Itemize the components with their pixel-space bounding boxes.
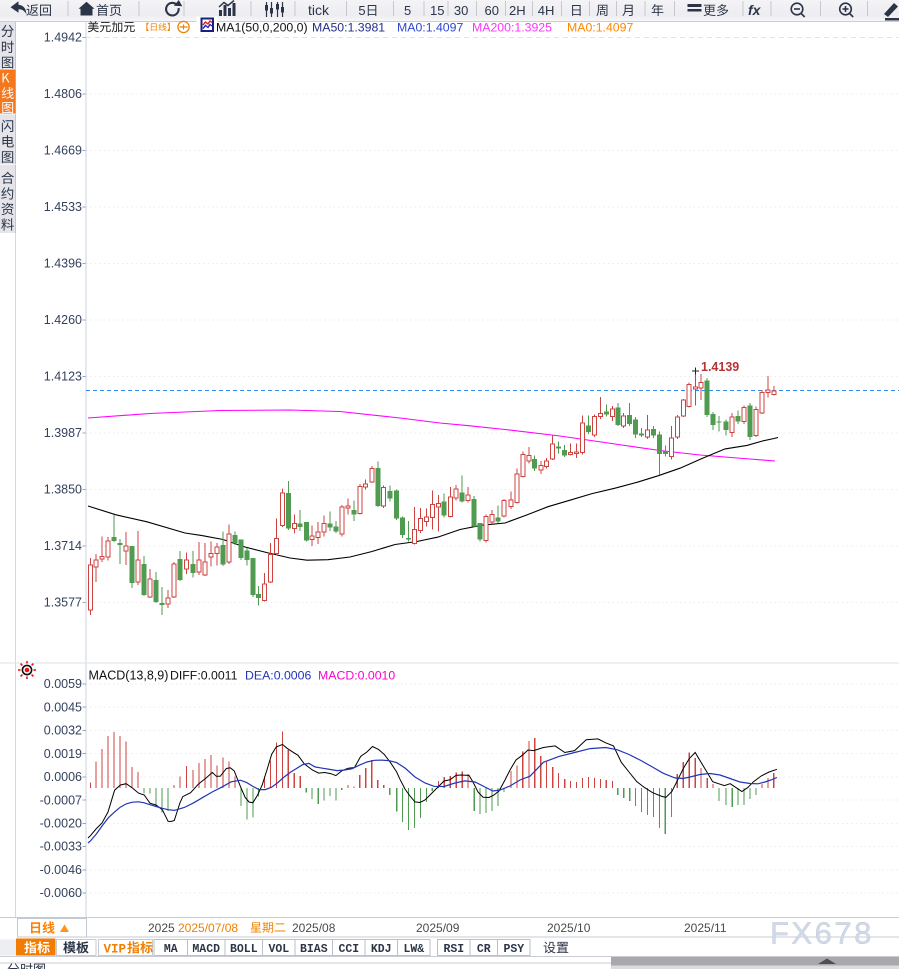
svg-text:DEA:0.0006: DEA:0.0006 — [245, 669, 311, 683]
svg-text:1.4669: 1.4669 — [44, 144, 82, 158]
svg-text:5: 5 — [404, 3, 411, 18]
svg-text:0.0019: 0.0019 — [44, 747, 82, 761]
svg-text:0.0006: 0.0006 — [44, 770, 82, 784]
svg-text:0.0059: 0.0059 — [44, 677, 82, 691]
svg-text:15: 15 — [430, 3, 444, 18]
svg-text:1.4396: 1.4396 — [44, 257, 82, 271]
svg-text:2025/09: 2025/09 — [416, 921, 460, 935]
svg-text:tick: tick — [308, 2, 330, 18]
svg-text:2025/10: 2025/10 — [547, 921, 591, 935]
svg-text:MA: MA — [164, 943, 178, 956]
svg-text:1.4806: 1.4806 — [44, 87, 82, 101]
svg-text:-0.0007: -0.0007 — [40, 793, 82, 807]
svg-text:1.4139: 1.4139 — [701, 360, 739, 374]
svg-text:BOLL: BOLL — [230, 943, 258, 956]
svg-text:MACD(13,8,9): MACD(13,8,9) — [89, 669, 169, 683]
svg-text:-0.0060: -0.0060 — [40, 886, 82, 900]
svg-text:RSI: RSI — [443, 943, 464, 956]
svg-text:0.0032: 0.0032 — [44, 724, 82, 738]
svg-text:5: 5 — [358, 3, 365, 18]
svg-text:KDJ: KDJ — [371, 943, 392, 956]
svg-text:2025/08: 2025/08 — [292, 921, 336, 935]
svg-text:FX678: FX678 — [770, 916, 874, 951]
svg-text:1.4260: 1.4260 — [44, 313, 82, 327]
svg-text:-0.0046: -0.0046 — [40, 863, 82, 877]
svg-text:1.4123: 1.4123 — [44, 370, 82, 384]
svg-text:MA0:1.4097: MA0:1.4097 — [567, 20, 633, 34]
svg-text:1.4533: 1.4533 — [44, 200, 82, 214]
svg-text:-0.0033: -0.0033 — [40, 840, 82, 854]
svg-text:MA200:1.3925: MA200:1.3925 — [472, 20, 552, 34]
svg-text:-0.0020: -0.0020 — [40, 817, 82, 831]
svg-text:MACD: MACD — [192, 943, 220, 956]
svg-text:2H: 2H — [509, 3, 526, 18]
svg-text:2025: 2025 — [148, 921, 175, 935]
svg-text:1.3850: 1.3850 — [44, 483, 82, 497]
svg-text:1.4942: 1.4942 — [44, 31, 82, 45]
svg-text:BIAS: BIAS — [300, 943, 328, 956]
svg-text:MA50:1.3981: MA50:1.3981 — [312, 20, 385, 34]
svg-text:30: 30 — [454, 3, 468, 18]
svg-text:4H: 4H — [538, 3, 555, 18]
svg-text:PSY: PSY — [503, 943, 524, 956]
svg-text:LW&: LW& — [403, 943, 424, 956]
svg-text:MA0:1.4097: MA0:1.4097 — [397, 20, 463, 34]
svg-text:1.3577: 1.3577 — [44, 596, 82, 610]
svg-text:fx: fx — [748, 2, 762, 18]
svg-text:60: 60 — [485, 3, 499, 18]
svg-text:VOL: VOL — [268, 943, 289, 956]
svg-text:2025/07/08: 2025/07/08 — [178, 921, 238, 935]
svg-text:DIFF:0.0011: DIFF:0.0011 — [170, 669, 238, 683]
svg-text:CR: CR — [477, 943, 491, 956]
svg-text:0.0045: 0.0045 — [44, 700, 82, 714]
svg-text:MACD:0.0010: MACD:0.0010 — [318, 669, 395, 683]
svg-text:1.3987: 1.3987 — [44, 426, 82, 440]
svg-text:VIP: VIP — [104, 942, 127, 956]
svg-text:2025/11: 2025/11 — [684, 921, 727, 935]
svg-text:CCI: CCI — [338, 943, 359, 956]
svg-text:1.3714: 1.3714 — [44, 539, 82, 553]
svg-text:MA1(50,0,200,0): MA1(50,0,200,0) — [216, 20, 308, 34]
